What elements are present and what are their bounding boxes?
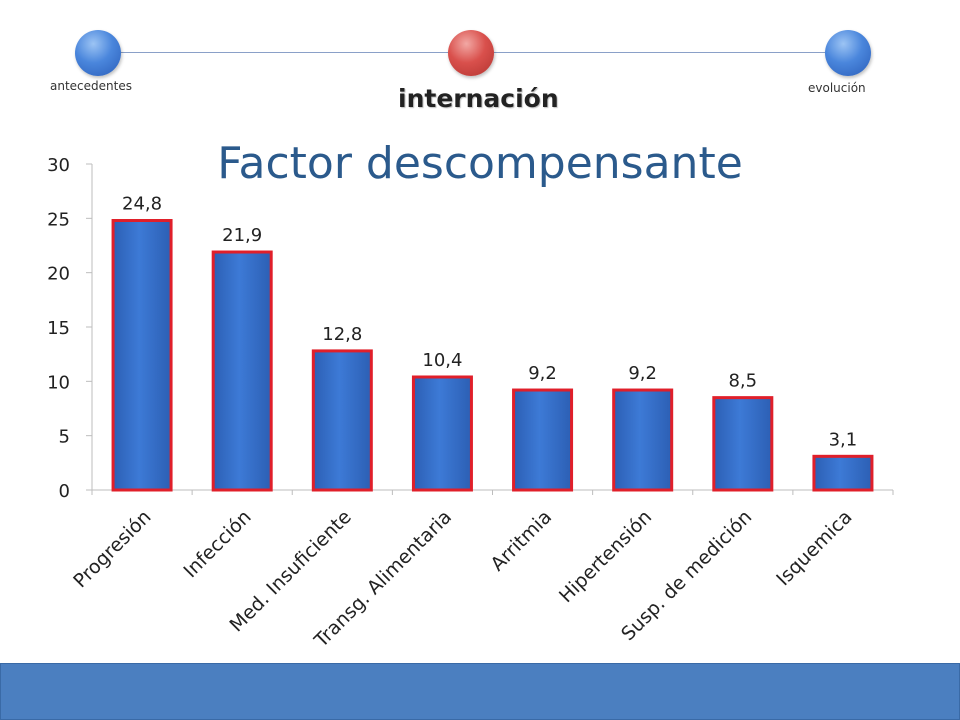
bar [111, 219, 173, 492]
timeline-step-evolucion[interactable] [825, 30, 871, 76]
x-tick-label: Isquemica [772, 506, 856, 590]
bar [812, 454, 874, 492]
timeline-nav: antecedentes internación evolución [0, 0, 960, 130]
y-tick-label: 20 [47, 264, 70, 285]
x-tick-label: Progresión [69, 506, 155, 592]
x-tick-label: Hipertensión [555, 506, 656, 607]
data-label: 21,9 [222, 225, 262, 246]
y-tick-label: 15 [47, 318, 70, 339]
timeline-step-internacion[interactable] [448, 30, 494, 76]
data-label: 10,4 [422, 350, 462, 371]
bar [311, 349, 373, 492]
y-tick-label: 30 [47, 155, 70, 176]
chart-title: Factor descompensante [217, 138, 743, 189]
x-tick-label: Arritmia [486, 506, 556, 576]
timeline-label-evolucion: evolución [808, 81, 866, 95]
y-tick-label: 25 [47, 209, 70, 230]
bar [411, 375, 473, 492]
footer-bar [0, 663, 960, 720]
data-label: 9,2 [628, 363, 657, 384]
bar [512, 388, 574, 492]
timeline-step-antecedentes[interactable] [75, 30, 121, 76]
data-label: 9,2 [528, 363, 557, 384]
timeline-label-internacion: internación [398, 84, 559, 113]
bar [612, 388, 674, 492]
bar [712, 396, 774, 492]
data-label: 3,1 [829, 429, 858, 450]
y-tick-label: 10 [47, 372, 70, 393]
bar-chart: 0 5 10 15 20 25 30 24,8 Progresión 21,9 Infección 1… [47, 155, 894, 652]
y-tick-label: 0 [59, 481, 70, 502]
x-tick-label: Infección [179, 506, 255, 582]
y-tick-label: 5 [59, 427, 70, 448]
bar [211, 250, 273, 492]
data-label: 8,5 [728, 371, 757, 392]
data-label: 12,8 [322, 324, 362, 345]
data-label: 24,8 [122, 194, 162, 215]
timeline-label-antecedentes: antecedentes [50, 79, 132, 93]
